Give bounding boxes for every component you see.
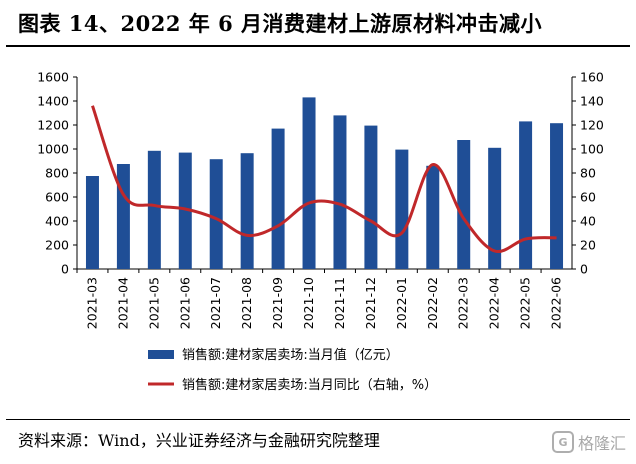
bar [426,165,440,269]
x-tick-label: 2021-06 [177,277,192,329]
watermark: G 格隆汇 [551,430,626,454]
y-left-tick-label: 800 [45,166,69,181]
x-tick-label: 2021-03 [84,277,99,329]
y-right-tick-label: 20 [580,238,596,253]
bottom-rule [6,419,630,420]
x-tick-label: 2022-05 [518,277,533,329]
legend-swatch-bar [148,350,174,359]
y-left-tick-label: 600 [45,190,69,205]
x-tick-label: 2021-08 [239,277,254,329]
y-right-tick-label: 160 [580,70,604,85]
y-right-tick-label: 140 [580,94,604,109]
x-tick-label: 2022-03 [456,277,471,329]
y-left-tick-label: 1200 [37,118,69,133]
legend-label-line: 销售额:建材家居卖场:当月同比（右轴，%） [182,377,437,393]
x-tick-label: 2021-12 [363,277,378,329]
yoy-line [91,105,557,254]
x-tick-label: 2021-07 [208,277,223,329]
bar [302,97,316,270]
y-left-tick-label: 400 [45,214,69,229]
bar [364,125,378,269]
y-right-tick-label: 40 [580,214,596,229]
source-note: 资料来源：Wind，兴业证券经济与金融研究院整理 [18,431,380,450]
bar [519,121,533,270]
top-rule [6,45,630,47]
x-tick-label: 2021-11 [332,277,347,329]
legend-label-bar: 销售额:建材家居卖场:当月值（亿元） [182,347,399,363]
bar [240,153,254,269]
x-tick-label: 2021-10 [301,277,316,329]
bar [271,128,285,269]
bar [147,150,161,269]
y-left-tick-label: 1000 [37,142,69,157]
watermark-logo-icon: G [551,431,574,453]
y-right-tick-label: 120 [580,118,604,133]
x-tick-label: 2021-05 [146,277,161,329]
y-left-tick-label: 1400 [37,94,69,109]
watermark-text: 格隆汇 [577,434,626,453]
bar [333,115,347,270]
bar [488,147,502,269]
y-right-tick-label: 80 [580,166,596,181]
bar [457,140,471,269]
bar [550,123,564,269]
y-right-tick-label: 0 [580,262,588,277]
chart-title: 图表 14、2022 年 6 月消费建材上游原材料冲击减小 [18,11,543,36]
y-left-tick-label: 200 [45,238,69,253]
y-left-tick-label: 0 [61,262,69,277]
x-tick-label: 2022-06 [549,277,564,329]
y-right-tick-label: 100 [580,142,604,157]
x-tick-label: 2021-04 [115,277,130,329]
x-tick-label: 2022-04 [487,277,502,329]
x-tick-label: 2022-02 [425,277,440,329]
chart: 0 200 400 600 800 1000 1200 1400 1600 0 20 40 60 80 10… [37,70,604,394]
x-tick-label: 2022-01 [394,277,409,329]
y-left-tick-label: 1600 [37,70,69,85]
bar [178,152,192,269]
bar [116,164,130,269]
bar [395,149,409,269]
bar [209,159,223,269]
bar [85,176,99,269]
x-tick-label: 2021-09 [270,277,285,329]
y-right-tick-label: 60 [580,190,596,205]
